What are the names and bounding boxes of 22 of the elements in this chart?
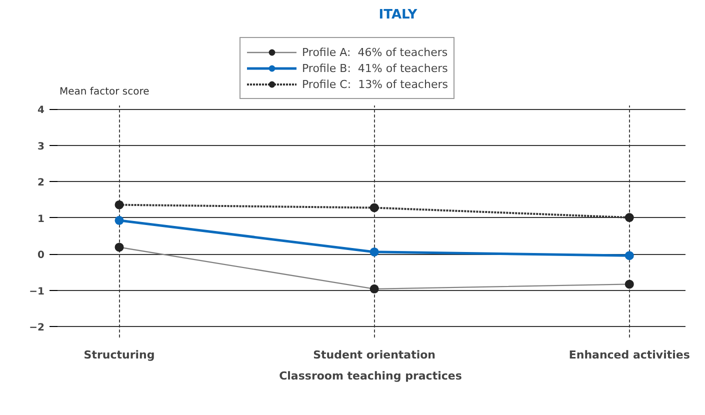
x-axis-title: Classroom teaching practices	[279, 370, 462, 382]
x-tick-label: Enhanced activities	[568, 348, 690, 362]
x-tick-label: Structuring	[84, 348, 155, 362]
y-axis-title: Mean factor score	[60, 86, 150, 98]
legend-label: Profile B: 41% of teachers	[302, 60, 448, 76]
point	[114, 200, 124, 210]
legend-label: Profile C: 13% of teachers	[302, 76, 448, 92]
y-tick-label: 4	[38, 105, 45, 116]
x-tick-label: Student orientation	[313, 348, 436, 362]
chart-title: ITALY	[378, 8, 418, 22]
y-tick-label: 0	[38, 250, 45, 262]
y-tick-label: −2	[29, 322, 45, 334]
y-tick-label: −1	[29, 286, 45, 298]
point	[370, 247, 379, 256]
point	[370, 203, 379, 212]
y-tick-label: 3	[38, 141, 45, 152]
point	[114, 216, 124, 225]
point	[624, 251, 634, 260]
y-tick-label: 1	[38, 214, 45, 225]
y-tick-label: 2	[38, 178, 45, 189]
point	[624, 213, 634, 222]
legend-label: Profile A: 46% of teachers	[302, 44, 448, 60]
